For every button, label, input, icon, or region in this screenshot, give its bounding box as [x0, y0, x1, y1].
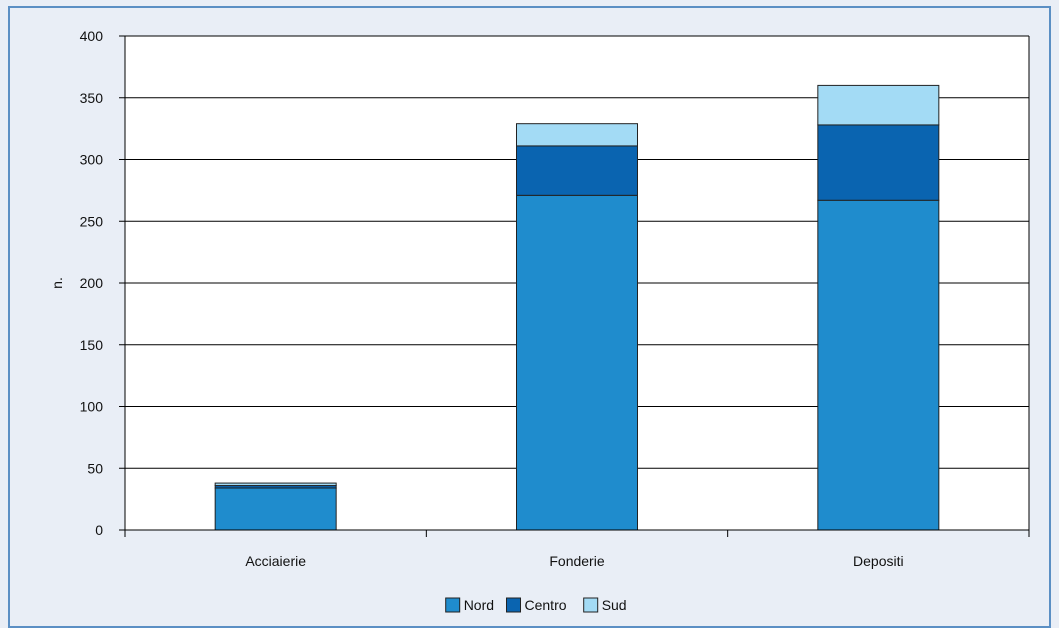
- y-tick-label: 300: [80, 152, 104, 168]
- y-tick-label: 250: [80, 213, 104, 229]
- y-tick-label: 50: [87, 460, 103, 476]
- bar-nord-depositi: [817, 199, 940, 531]
- bar-sud-fonderie: [516, 123, 638, 147]
- bar-nord-fonderie: [516, 194, 638, 531]
- legend-swatch-nord: [445, 597, 461, 613]
- bar-sud-acciaierie: [214, 482, 337, 487]
- legend-label-nord: Nord: [464, 597, 494, 613]
- legend: Nord Centro Sud: [445, 597, 627, 613]
- bar-centro-depositi: [817, 124, 940, 201]
- bar-centro-fonderie: [516, 145, 638, 196]
- y-tick-label: 100: [80, 399, 104, 415]
- x-category-label: Fonderie: [549, 553, 604, 569]
- y-tick-label: 350: [80, 90, 104, 106]
- y-tick-label: 0: [95, 522, 103, 538]
- x-category-label: Acciaierie: [245, 553, 306, 569]
- axes: [119, 35, 1030, 537]
- y-tick-label: 150: [80, 337, 104, 353]
- y-tick-label: 400: [80, 28, 104, 44]
- y-axis-title: n.: [49, 277, 65, 289]
- labels: 0 50 100 150 200 250 300 350 400 n. Acciaierie Fond…: [49, 28, 904, 569]
- y-tick-label: 200: [80, 275, 104, 291]
- bar-nord-acciaierie: [214, 487, 337, 531]
- legend-label-sud: Sud: [602, 597, 627, 613]
- legend-swatch-sud: [583, 597, 599, 613]
- bars: [214, 84, 940, 531]
- legend-swatch-centro: [506, 597, 521, 613]
- bar-sud-depositi: [817, 84, 940, 126]
- legend-label-centro: Centro: [525, 597, 567, 613]
- x-category-label: Depositi: [853, 553, 904, 569]
